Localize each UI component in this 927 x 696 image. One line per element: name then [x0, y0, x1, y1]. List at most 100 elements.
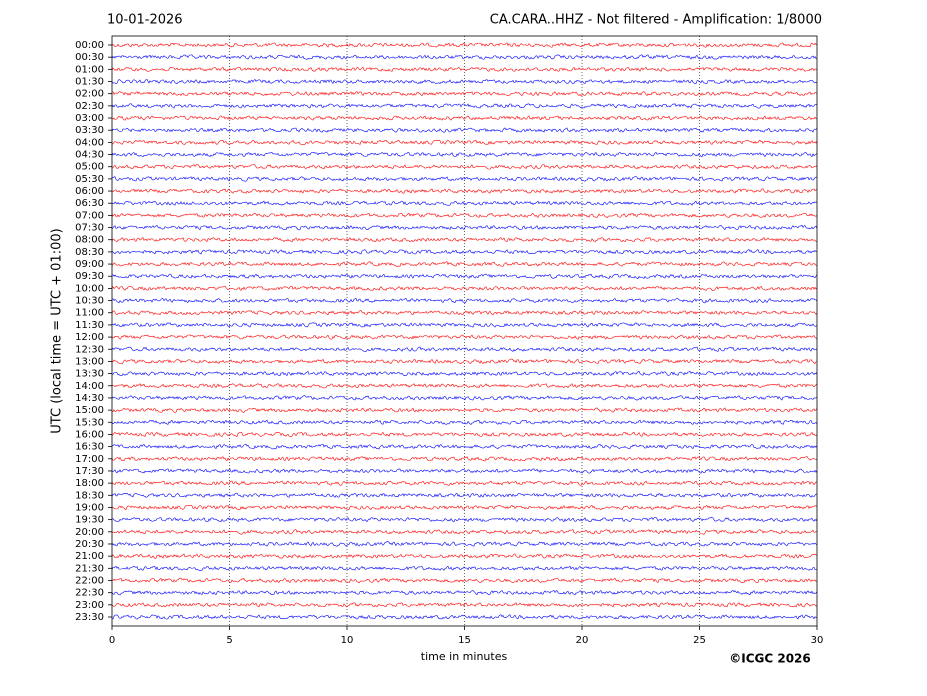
- trace: [111, 395, 818, 401]
- trace: [111, 456, 818, 462]
- y-tick-label: 19:30: [75, 515, 104, 526]
- trace: [111, 310, 818, 316]
- trace: [111, 188, 818, 194]
- y-tick-label: 20:30: [75, 539, 104, 550]
- trace: [111, 370, 818, 377]
- y-tick-label: 05:30: [75, 174, 104, 185]
- x-tick-label: 10: [341, 635, 354, 646]
- trace: [111, 504, 818, 511]
- y-tick-label: 09:00: [75, 259, 104, 270]
- trace: [111, 224, 818, 231]
- y-tick-label: 10:00: [75, 283, 104, 294]
- trace: [111, 517, 818, 523]
- trace: [111, 273, 818, 279]
- y-tick-label: 04:30: [75, 150, 104, 161]
- y-tick-label: 06:00: [75, 186, 104, 197]
- trace: [111, 553, 818, 559]
- trace: [111, 298, 818, 304]
- trace: [111, 443, 818, 450]
- trace: [111, 91, 818, 97]
- date: 10-01-2026: [107, 13, 183, 28]
- x-tick-label: 15: [458, 635, 471, 646]
- trace: [111, 66, 818, 72]
- y-tick-label: 00:30: [75, 52, 104, 63]
- y-tick-label: 07:00: [75, 210, 104, 221]
- trace: [111, 164, 818, 170]
- trace: [111, 334, 818, 340]
- trace: [111, 419, 818, 425]
- x-tick-label: 5: [226, 635, 232, 646]
- y-tick-label: 22:00: [75, 575, 104, 586]
- trace: [111, 383, 818, 389]
- trace: [111, 346, 818, 352]
- x-tick-label: 20: [576, 635, 589, 646]
- trace: [111, 614, 818, 620]
- x-tick-label: 0: [109, 635, 115, 646]
- y-tick-label: 13:00: [75, 356, 104, 367]
- y-axis-label: UTC (local time = UTC + 01:00): [50, 228, 65, 433]
- y-tick-label: 18:30: [75, 490, 104, 501]
- y-tick-label: 14:00: [75, 381, 104, 392]
- trace: [111, 492, 818, 498]
- copyright: ©ICGC 2026: [729, 652, 811, 666]
- y-tick-label: 23:30: [75, 612, 104, 623]
- plot-frame: [111, 35, 818, 627]
- x-axis-label: time in minutes: [421, 650, 508, 663]
- trace: [111, 42, 818, 48]
- y-tick-label: 17:30: [75, 466, 104, 477]
- trace: [111, 322, 818, 328]
- trace: [111, 200, 818, 206]
- y-tick-label: 19:00: [75, 502, 104, 513]
- y-tick-label: 10:30: [75, 296, 104, 307]
- trace: [111, 285, 818, 291]
- y-tick-label: 07:30: [75, 223, 104, 234]
- trace: [111, 127, 818, 133]
- trace: [111, 589, 818, 596]
- trace: [111, 541, 818, 547]
- y-tick-label: 08:00: [75, 235, 104, 246]
- y-tick-label: 03:30: [75, 125, 104, 136]
- y-tick-label: 12:00: [75, 332, 104, 343]
- trace: [111, 139, 818, 145]
- y-tick-label: 01:00: [75, 64, 104, 75]
- x-tick-label: 25: [693, 635, 706, 646]
- y-tick-label: 01:30: [75, 77, 104, 88]
- trace: [111, 212, 818, 218]
- y-tick-label: 14:30: [75, 393, 104, 404]
- trace: [111, 529, 818, 535]
- y-tick-label: 11:00: [75, 308, 104, 319]
- trace: [111, 480, 818, 486]
- chart-title: CA.CARA..HHZ - Not filtered - Amplificat…: [490, 13, 822, 28]
- y-tick-label: 08:30: [75, 247, 104, 258]
- y-tick-label: 11:30: [75, 320, 104, 331]
- trace: [111, 115, 818, 121]
- y-tick-label: 15:00: [75, 405, 104, 416]
- trace: [111, 407, 818, 413]
- x-tick-label: 30: [811, 635, 824, 646]
- trace: [111, 151, 818, 158]
- trace: [111, 261, 818, 267]
- y-tick-label: 02:00: [75, 89, 104, 100]
- y-tick-label: 12:30: [75, 344, 104, 355]
- y-tick-label: 15:30: [75, 417, 104, 428]
- trace: [111, 237, 818, 243]
- y-tick-label: 03:00: [75, 113, 104, 124]
- trace: [111, 358, 818, 365]
- y-tick-label: 22:30: [75, 588, 104, 599]
- y-tick-label: 23:00: [75, 600, 104, 611]
- y-tick-label: 16:30: [75, 442, 104, 453]
- trace: [111, 565, 818, 571]
- y-tick-label: 17:00: [75, 454, 104, 465]
- trace: [111, 249, 818, 255]
- y-tick-label: 05:00: [75, 162, 104, 173]
- trace: [111, 577, 818, 584]
- trace: [111, 602, 818, 608]
- y-tick-label: 18:00: [75, 478, 104, 489]
- trace: [111, 468, 818, 474]
- y-tick-label: 16:00: [75, 429, 104, 440]
- trace: [111, 78, 818, 85]
- y-tick-label: 00:00: [75, 40, 104, 51]
- y-tick-label: 13:30: [75, 369, 104, 380]
- y-tick-label: 06:30: [75, 198, 104, 209]
